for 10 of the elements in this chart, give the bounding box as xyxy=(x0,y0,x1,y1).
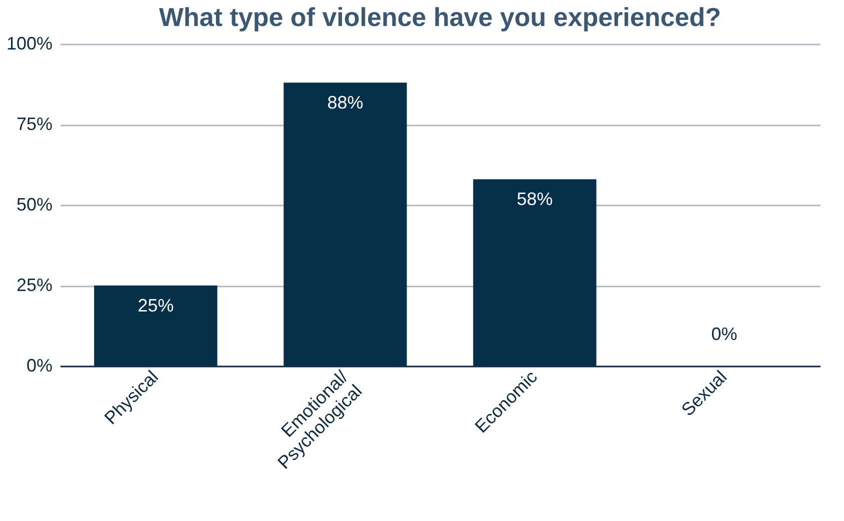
y-tick-label: 25% xyxy=(16,275,52,295)
y-tick-label: 100% xyxy=(6,34,52,54)
data-label: 0% xyxy=(711,324,738,344)
y-tick-label: 75% xyxy=(16,114,52,134)
data-label: 88% xyxy=(327,92,364,113)
y-tick-label: 0% xyxy=(26,356,52,376)
data-label: 25% xyxy=(138,296,174,316)
data-label: 58% xyxy=(516,189,553,210)
y-tick-label: 50% xyxy=(16,194,52,214)
chart-title: What type of violence have you experienced? xyxy=(158,2,722,32)
